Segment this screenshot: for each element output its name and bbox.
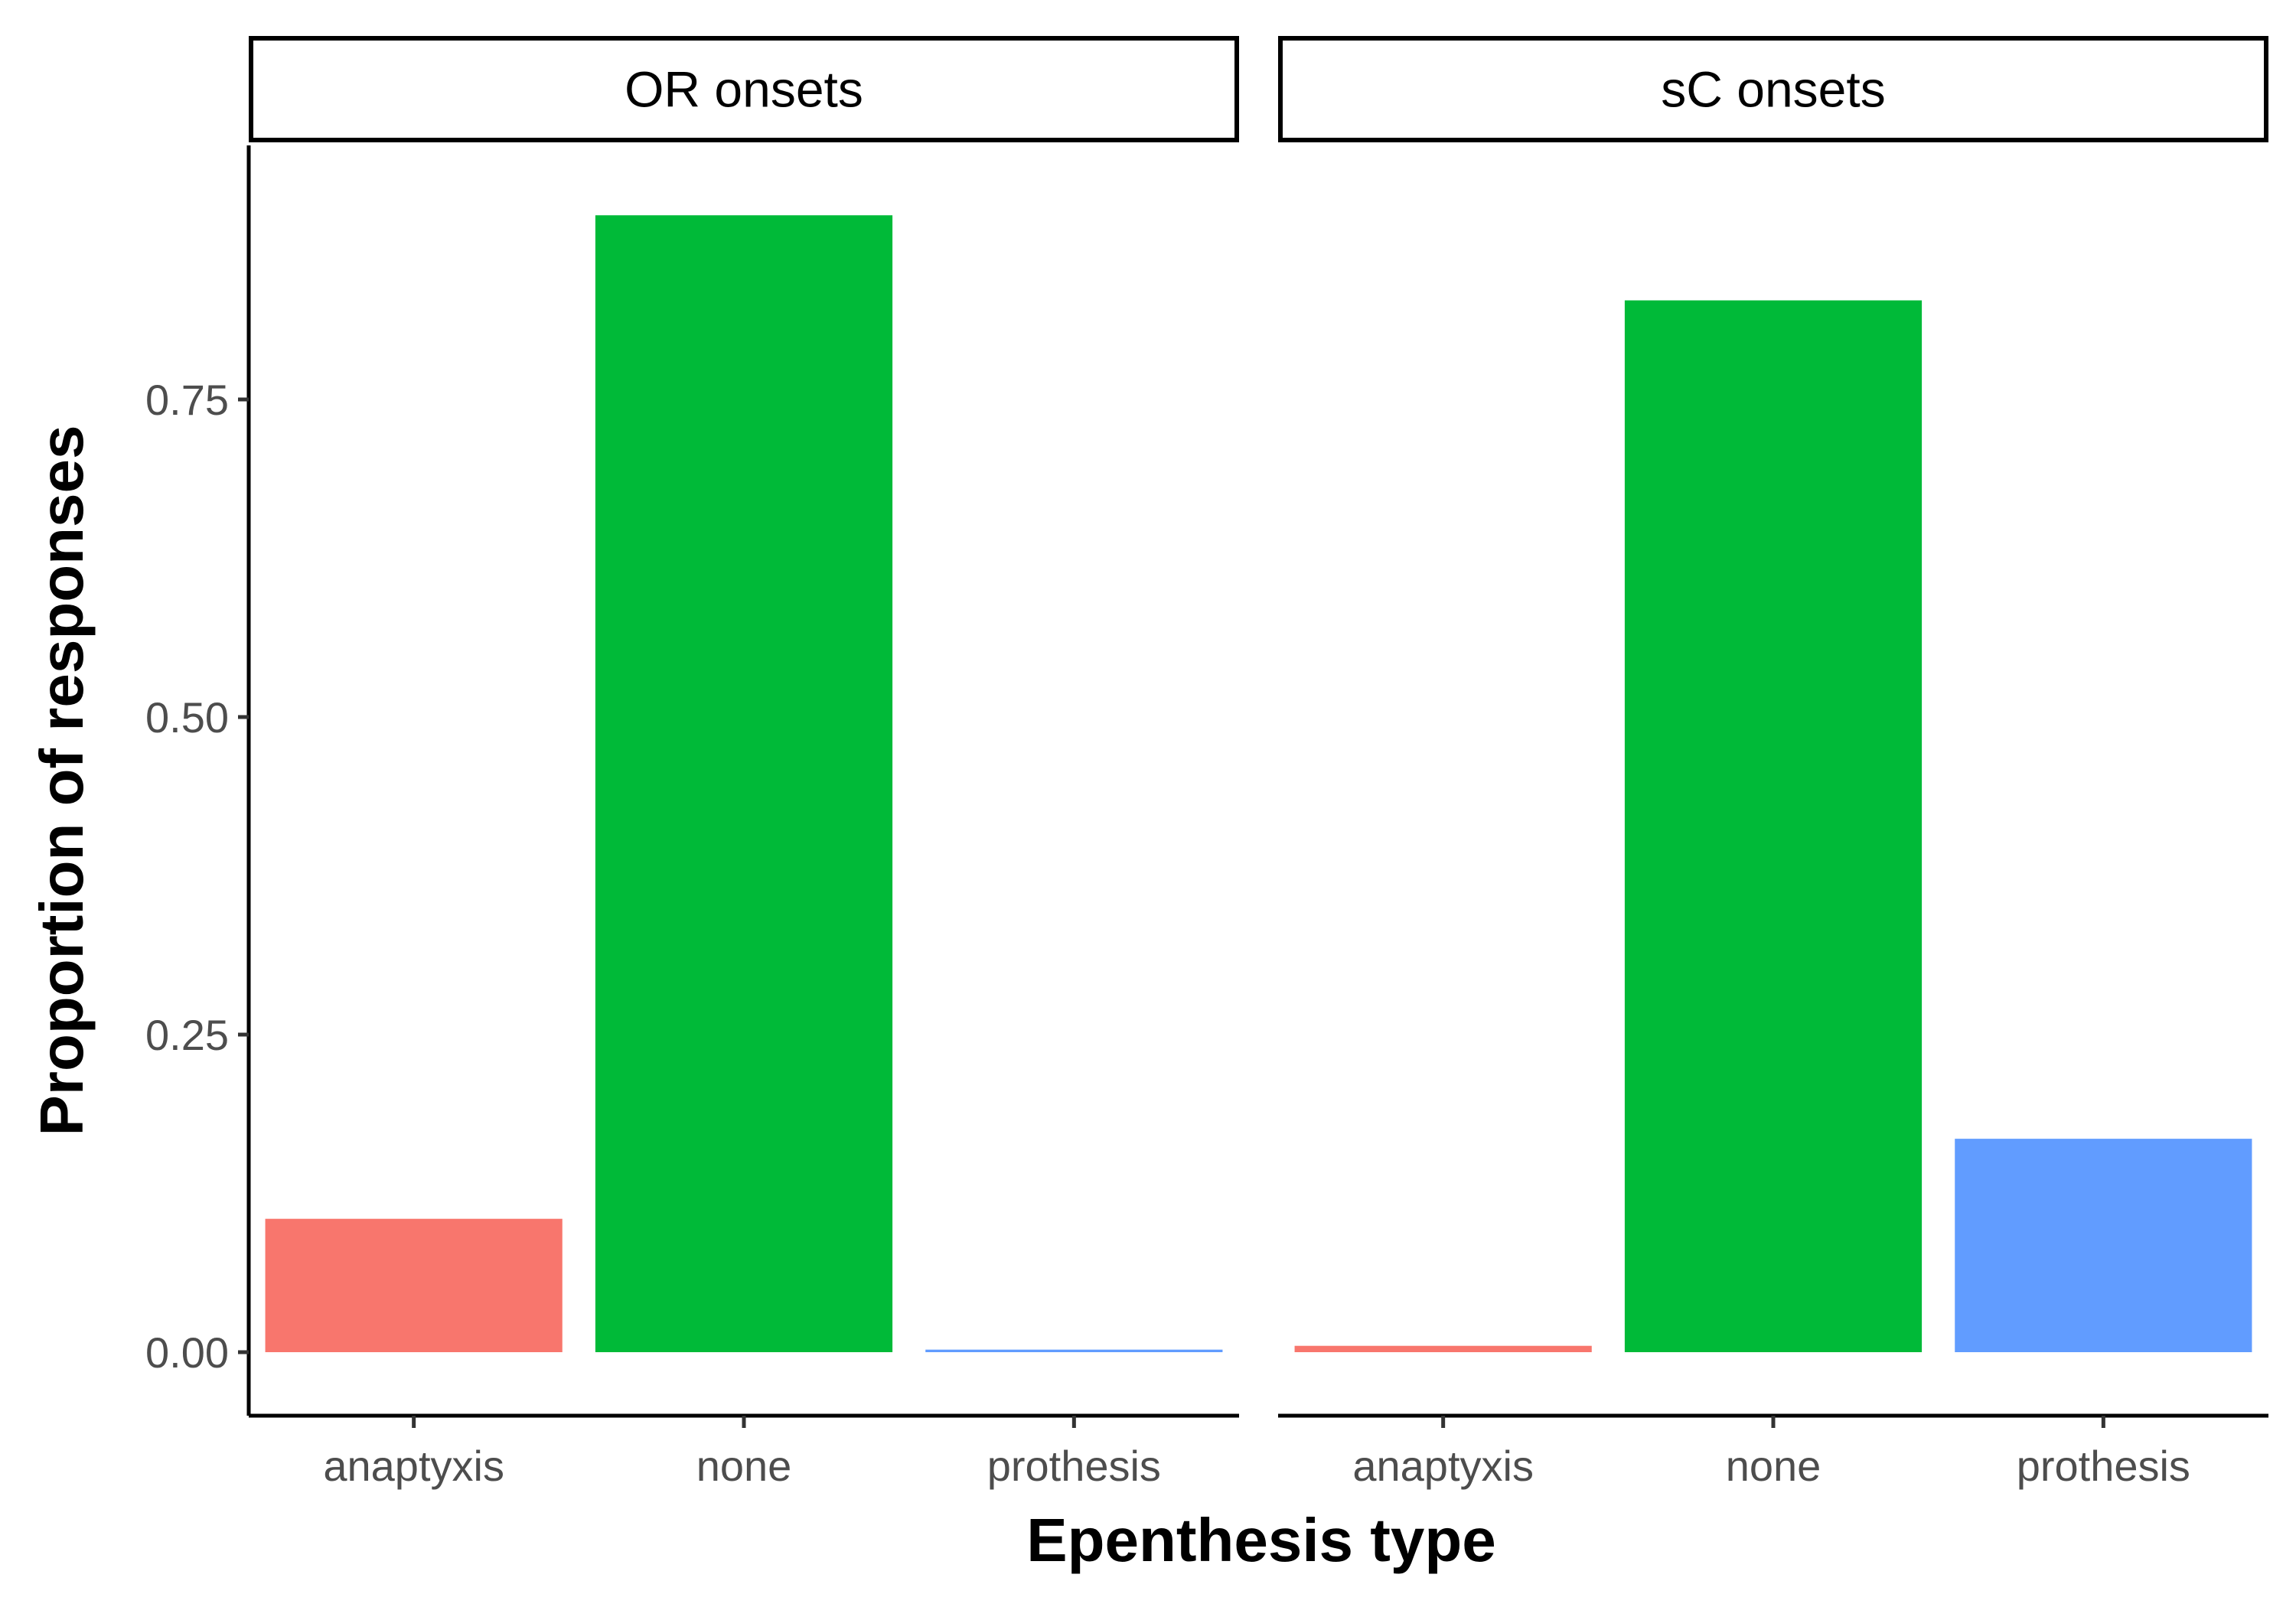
bar-prothesis: [1955, 1139, 2252, 1352]
facet-strip-title: sC onsets: [1661, 61, 1885, 118]
facet-panel: sC onsets anaptyxis none prothesis: [1278, 36, 2268, 1490]
facet-panel: OR onsets anaptyxis none prothesis: [249, 36, 1239, 1490]
x-tick-label: none: [696, 1442, 792, 1490]
y-tick-label: 0.50: [145, 693, 229, 742]
x-axis-title: Epenthesis type: [1026, 1506, 1496, 1574]
bar-none: [595, 215, 893, 1352]
facet-strip-title: OR onsets: [625, 61, 863, 118]
y-tick-label: 0.75: [145, 376, 229, 424]
x-tick-label: prothesis: [2017, 1442, 2190, 1490]
x-tick-label: anaptyxis: [1352, 1442, 1534, 1490]
bar-prothesis: [925, 1349, 1223, 1352]
bar-none: [1624, 300, 1923, 1352]
facet-strip: [249, 36, 1239, 142]
x-tick-label: none: [1726, 1442, 1821, 1490]
y-axis: 0.00 0.25 0.50 0.75: [145, 145, 251, 1416]
facet-strip: [1278, 36, 2268, 142]
x-tick-label: anaptyxis: [323, 1442, 504, 1490]
bar-anaptyxis: [1294, 1345, 1592, 1352]
bar-anaptyxis: [265, 1218, 563, 1352]
y-axis-title: Proportion of responses: [28, 425, 96, 1136]
y-tick-label: 0.25: [145, 1011, 229, 1059]
y-tick-label: 0.00: [145, 1328, 229, 1377]
x-tick-label: prothesis: [987, 1442, 1161, 1490]
